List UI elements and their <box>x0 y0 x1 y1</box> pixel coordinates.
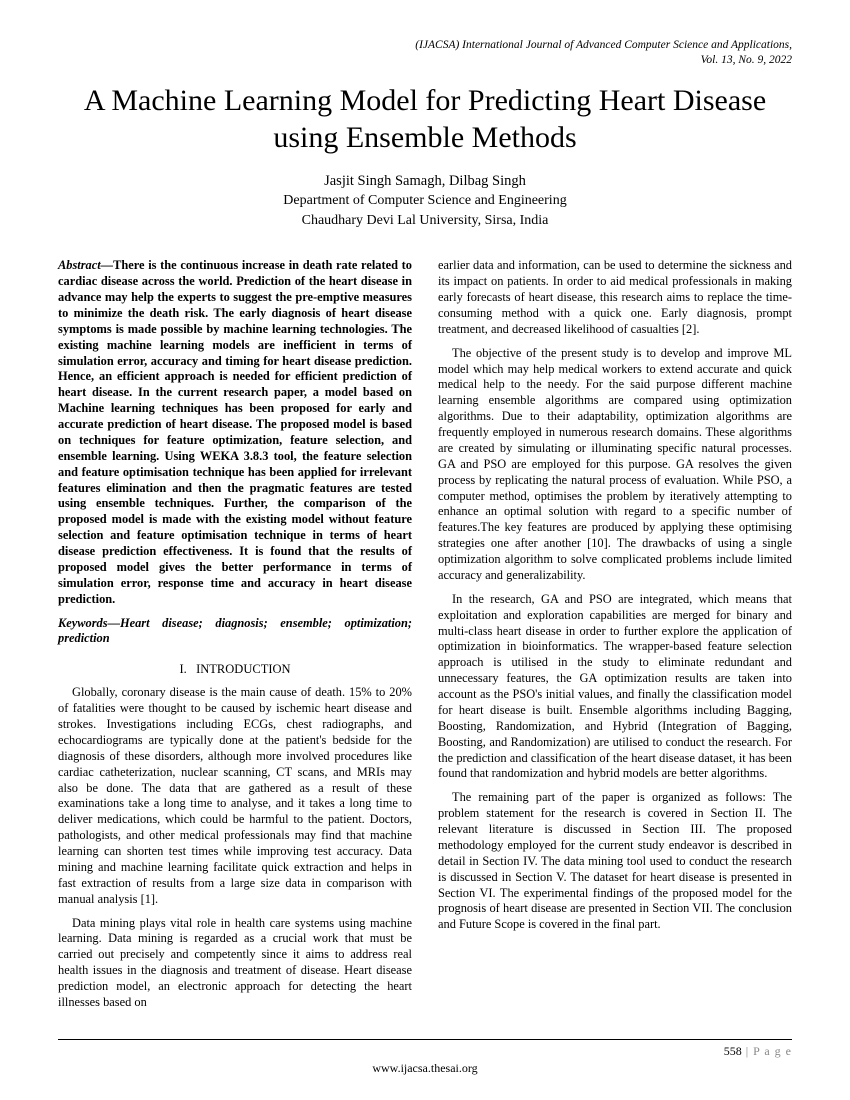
authors-block: Jasjit Singh Samagh, Dilbag Singh Depart… <box>58 171 792 230</box>
right-para-1: earlier data and information, can be use… <box>438 258 792 337</box>
footer-rule <box>58 1039 792 1040</box>
author-names: Jasjit Singh Samagh, Dilbag Singh <box>58 171 792 191</box>
paper-title: A Machine Learning Model for Predicting … <box>58 82 792 157</box>
intro-para-1: Globally, coronary disease is the main c… <box>58 685 412 907</box>
page-label: | P a g e <box>742 1044 792 1058</box>
journal-line-1: (IJACSA) International Journal of Advanc… <box>58 38 792 53</box>
author-univ: Chaudhary Devi Lal University, Sirsa, In… <box>58 211 792 231</box>
keywords-label: Keywords— <box>58 616 120 630</box>
right-para-2: The objective of the present study is to… <box>438 346 792 584</box>
abstract-label: Abstract— <box>58 258 113 272</box>
author-dept: Department of Computer Science and Engin… <box>58 191 792 211</box>
page-number-block: 558 | P a g e <box>58 1039 792 1059</box>
abstract-paragraph: Abstract—There is the continuous increas… <box>58 258 412 607</box>
journal-line-2: Vol. 13, No. 9, 2022 <box>58 53 792 68</box>
abstract-text: There is the continuous increase in deat… <box>58 258 412 605</box>
left-column: Abstract—There is the continuous increas… <box>58 258 412 1019</box>
section-1-number: I. <box>179 662 186 676</box>
keywords-paragraph: Keywords—Heart disease; diagnosis; ensem… <box>58 616 412 648</box>
footer-url: www.ijacsa.thesai.org <box>58 1061 792 1076</box>
right-para-4: The remaining part of the paper is organ… <box>438 790 792 933</box>
intro-para-2: Data mining plays vital role in health c… <box>58 916 412 1011</box>
page-number: 558 <box>724 1044 742 1058</box>
content-columns: Abstract—There is the continuous increas… <box>58 258 792 1019</box>
right-para-3: In the research, GA and PSO are integrat… <box>438 592 792 783</box>
section-1-title: INTRODUCTION <box>196 662 290 676</box>
section-1-heading: I. INTRODUCTION <box>58 661 412 677</box>
right-column: earlier data and information, can be use… <box>438 258 792 1019</box>
page-footer: 558 | P a g e www.ijacsa.thesai.org <box>58 1037 792 1076</box>
page-container: (IJACSA) International Journal of Advanc… <box>0 0 850 1100</box>
journal-header: (IJACSA) International Journal of Advanc… <box>58 38 792 68</box>
